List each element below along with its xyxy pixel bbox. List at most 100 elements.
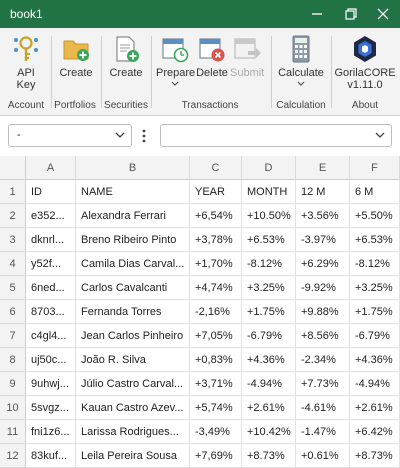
row-header[interactable]: 8 <box>0 348 26 372</box>
table-cell[interactable]: Leila Pereira Sousa <box>76 444 190 468</box>
table-cell[interactable]: -4.94% <box>242 372 296 396</box>
table-cell[interactable]: 5svgz... <box>26 396 76 420</box>
table-cell[interactable]: -6.79% <box>350 324 400 348</box>
table-cell[interactable]: +0,83% <box>190 348 242 372</box>
left-select[interactable]: - <box>8 124 132 147</box>
table-cell[interactable]: Jean Carlos Pinheiro <box>76 324 190 348</box>
table-cell[interactable]: +1.75% <box>350 300 400 324</box>
column-header-f[interactable]: F <box>350 156 400 180</box>
table-cell[interactable]: -2,16% <box>190 300 242 324</box>
table-cell[interactable]: 8703... <box>26 300 76 324</box>
table-cell[interactable]: -8.12% <box>242 252 296 276</box>
row-header[interactable]: 2 <box>0 204 26 228</box>
column-header-a[interactable]: A <box>26 156 76 180</box>
row-header[interactable]: 5 <box>0 276 26 300</box>
table-cell[interactable]: fni1z6... <box>26 420 76 444</box>
portfolio-create-button[interactable]: Create <box>58 34 94 79</box>
table-cell[interactable]: Camila Dias Carval... <box>76 252 190 276</box>
table-cell[interactable]: +4,74% <box>190 276 242 300</box>
table-cell[interactable]: -3.97% <box>296 228 350 252</box>
calculate-button[interactable]: Calculate <box>276 34 326 87</box>
table-cell[interactable]: +8.56% <box>296 324 350 348</box>
table-cell[interactable]: +1,70% <box>190 252 242 276</box>
table-cell[interactable]: c4gl4... <box>26 324 76 348</box>
table-cell[interactable]: -4.61% <box>296 396 350 420</box>
table-cell[interactable]: +8.73% <box>350 444 400 468</box>
table-cell[interactable]: -6.79% <box>242 324 296 348</box>
security-create-button[interactable]: Create <box>108 34 144 79</box>
table-cell[interactable]: Júlio Castro Carval... <box>76 372 190 396</box>
table-cell[interactable]: -3,49% <box>190 420 242 444</box>
header-cell[interactable]: 12 M <box>296 180 350 204</box>
table-cell[interactable]: 6ned... <box>26 276 76 300</box>
table-cell[interactable]: 9uhwj... <box>26 372 76 396</box>
table-cell[interactable]: +5,74% <box>190 396 242 420</box>
table-cell[interactable]: +3,71% <box>190 372 242 396</box>
table-cell[interactable]: +10.50% <box>242 204 296 228</box>
table-cell[interactable]: Fernanda Torres <box>76 300 190 324</box>
select-all-corner[interactable] <box>0 156 26 180</box>
table-cell[interactable]: +8.73% <box>242 444 296 468</box>
minimize-button[interactable] <box>300 0 334 28</box>
restore-button[interactable] <box>334 0 368 28</box>
table-cell[interactable]: +9.88% <box>296 300 350 324</box>
header-cell[interactable]: YEAR <box>190 180 242 204</box>
table-cell[interactable]: +3.56% <box>296 204 350 228</box>
row-header[interactable]: 4 <box>0 252 26 276</box>
table-cell[interactable]: uj50c... <box>26 348 76 372</box>
table-cell[interactable]: +7.73% <box>296 372 350 396</box>
table-cell[interactable]: Breno Ribeiro Pinto <box>76 228 190 252</box>
header-cell[interactable]: MONTH <box>242 180 296 204</box>
table-cell[interactable]: +4.36% <box>350 348 400 372</box>
table-cell[interactable]: dknrl... <box>26 228 76 252</box>
table-cell[interactable]: -1.47% <box>296 420 350 444</box>
header-cell[interactable]: ID <box>26 180 76 204</box>
table-cell[interactable]: +2.61% <box>350 396 400 420</box>
row-header[interactable]: 3 <box>0 228 26 252</box>
table-cell[interactable]: +4.36% <box>242 348 296 372</box>
close-button[interactable] <box>366 0 400 28</box>
table-cell[interactable]: +6.42% <box>350 420 400 444</box>
delete-button[interactable]: Delete <box>196 34 228 79</box>
table-cell[interactable]: -2.34% <box>296 348 350 372</box>
table-cell[interactable]: +7,69% <box>190 444 242 468</box>
column-header-d[interactable]: D <box>242 156 296 180</box>
prepare-button[interactable]: Prepare <box>156 34 195 87</box>
table-cell[interactable]: e352... <box>26 204 76 228</box>
table-cell[interactable]: +1.75% <box>242 300 296 324</box>
api-key-button[interactable]: API Key <box>8 34 44 91</box>
table-cell[interactable]: -4.94% <box>350 372 400 396</box>
table-cell[interactable]: +6.53% <box>350 228 400 252</box>
header-cell[interactable]: 6 M <box>350 180 400 204</box>
column-header-c[interactable]: C <box>190 156 242 180</box>
table-cell[interactable]: +5.50% <box>350 204 400 228</box>
table-cell[interactable]: -8.12% <box>350 252 400 276</box>
table-cell[interactable]: +3.25% <box>350 276 400 300</box>
table-cell[interactable]: +2.61% <box>242 396 296 420</box>
submit-button[interactable]: Submit <box>230 34 264 79</box>
table-cell[interactable]: +0.61% <box>296 444 350 468</box>
table-cell[interactable]: +10.42% <box>242 420 296 444</box>
table-cell[interactable]: +6,54% <box>190 204 242 228</box>
table-cell[interactable]: Carlos Cavalcanti <box>76 276 190 300</box>
column-header-b[interactable]: B <box>76 156 190 180</box>
header-cell[interactable]: NAME <box>76 180 190 204</box>
table-cell[interactable]: +3,78% <box>190 228 242 252</box>
table-cell[interactable]: y52f... <box>26 252 76 276</box>
row-header[interactable]: 12 <box>0 444 26 468</box>
row-header[interactable]: 1 <box>0 180 26 204</box>
row-header[interactable]: 7 <box>0 324 26 348</box>
row-header[interactable]: 11 <box>0 420 26 444</box>
row-header[interactable]: 10 <box>0 396 26 420</box>
about-button[interactable]: GorilaCORE v1.11.0 <box>334 34 396 91</box>
column-header-e[interactable]: E <box>296 156 350 180</box>
table-cell[interactable]: Kauan Castro Azev... <box>76 396 190 420</box>
table-cell[interactable]: Larissa Rodrigues... <box>76 420 190 444</box>
table-cell[interactable]: 83kuf... <box>26 444 76 468</box>
table-cell[interactable]: +6.29% <box>296 252 350 276</box>
table-cell[interactable]: +7,05% <box>190 324 242 348</box>
table-cell[interactable]: +3.25% <box>242 276 296 300</box>
table-cell[interactable]: -9.92% <box>296 276 350 300</box>
more-options-icon[interactable] <box>139 128 149 144</box>
